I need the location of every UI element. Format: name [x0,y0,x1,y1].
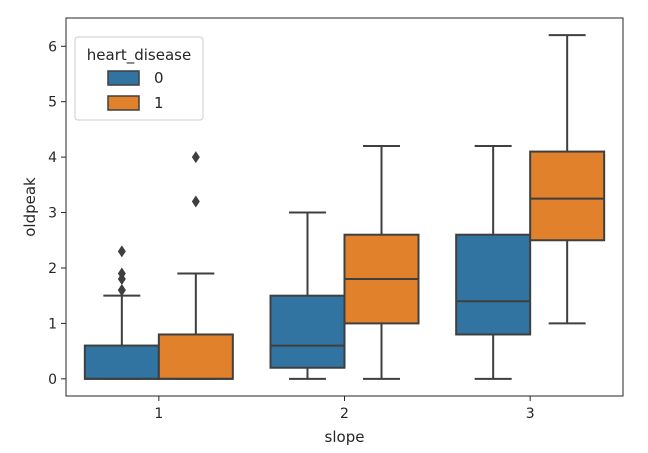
x-axis-label: slope [325,428,365,446]
x-axis-ticks: 1 2 3 [154,396,535,422]
legend-swatch [107,95,140,111]
legend-label: 1 [154,94,164,112]
outlier-point [191,195,200,208]
box-iqr [83,344,160,380]
box-group [455,145,532,380]
box-group [269,211,346,380]
box-group [157,151,234,380]
y-tick-label: 5 [48,95,57,111]
y-axis-ticks: 0 1 2 3 4 5 6 [48,39,66,388]
box-group [83,245,160,380]
y-tick-label: 3 [48,206,57,222]
box-group [343,145,420,380]
box-iqr [269,294,346,369]
y-tick-label: 1 [48,316,57,332]
y-tick-label: 4 [48,150,57,166]
legend-title: heart_disease [87,46,191,65]
box-iqr [157,333,234,380]
plot-frame [65,17,624,397]
y-tick-label: 2 [48,261,57,277]
box-group [529,34,606,325]
x-tick-label: 3 [526,406,535,422]
y-axis-label: oldpeak [21,177,39,237]
box-iqr [529,150,606,242]
legend-swatch [107,70,140,86]
x-tick-label: 1 [154,406,163,422]
y-tick-label: 0 [48,372,57,388]
box-iqr [455,233,532,336]
outlier-point [117,284,126,297]
x-tick-label: 2 [340,406,349,422]
legend: heart_disease 0 1 [74,36,204,121]
box-series [83,34,606,380]
legend-label: 0 [154,69,164,87]
outlier-point [117,245,126,258]
y-tick-label: 6 [48,39,57,55]
outlier-point [117,267,126,280]
outlier-point [191,151,200,164]
